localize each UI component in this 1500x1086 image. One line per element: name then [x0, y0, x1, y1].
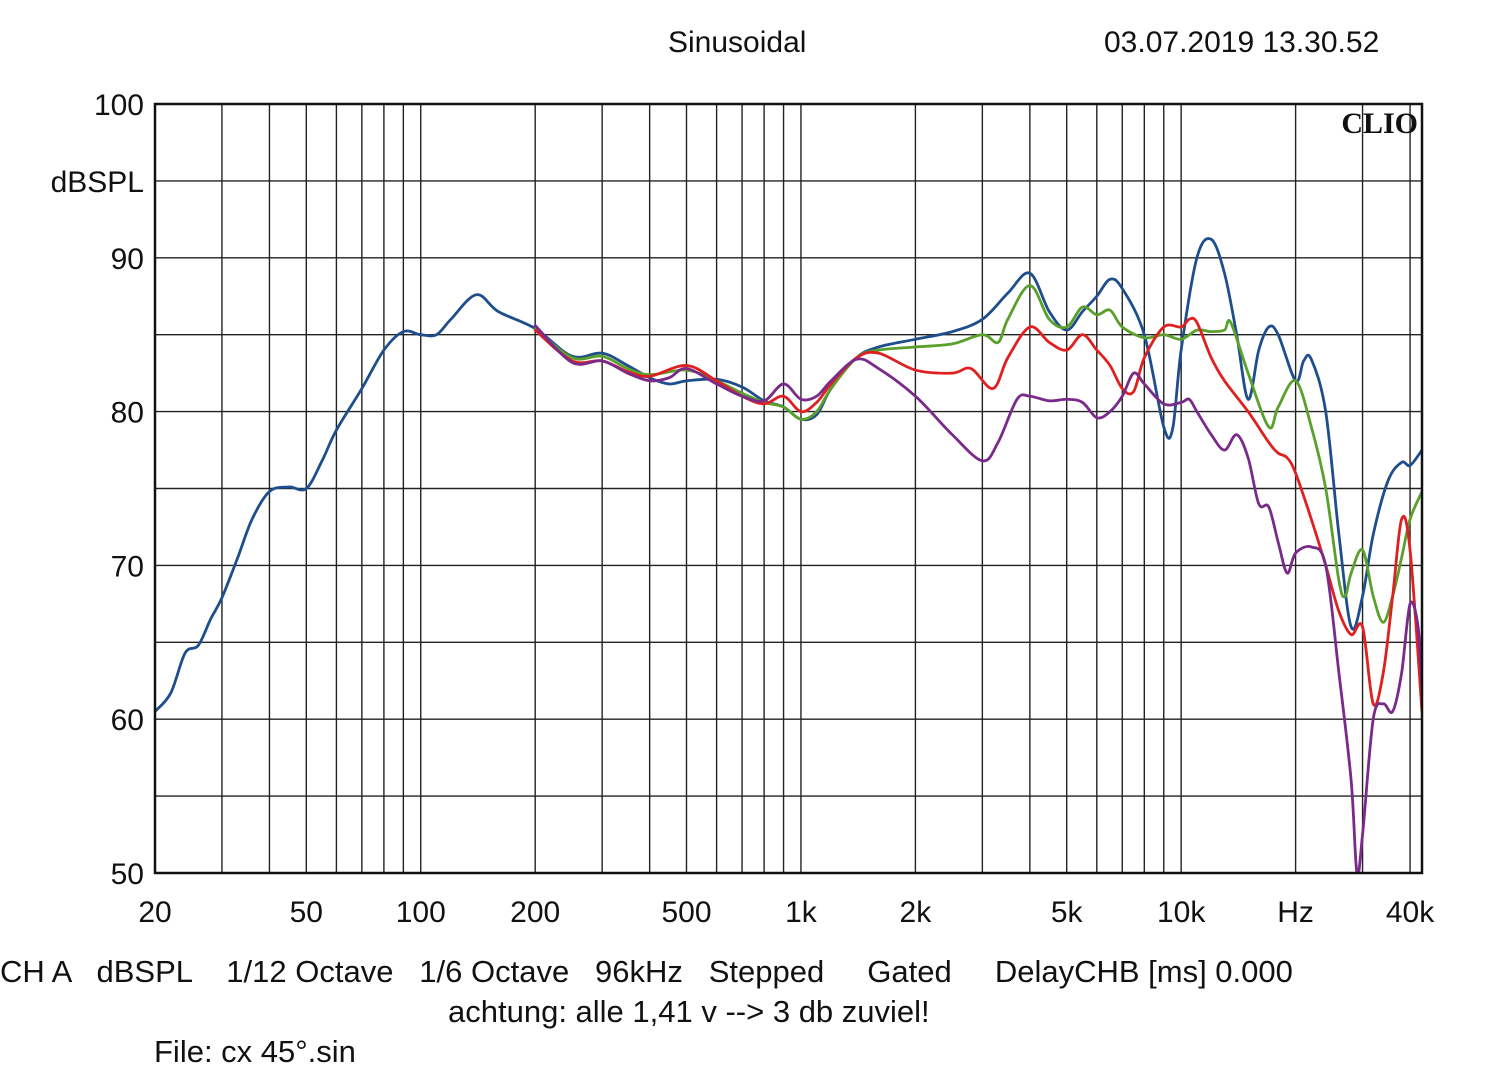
y-tick-label: 80	[111, 397, 144, 430]
x-tick-label: 200	[510, 896, 560, 929]
clio-logo-text: CLIO	[1341, 107, 1418, 140]
timestamp: 03.07.2019 13.30.52	[1104, 26, 1380, 59]
x-tick-label: 500	[661, 896, 711, 929]
y-tick-label: 100	[94, 89, 144, 122]
y-tick-label: 50	[111, 858, 144, 891]
x-tick-label: Hz	[1277, 896, 1314, 929]
measurement-settings: CH A dBSPL 1/12 Octave 1/6 Octave 96kHz …	[0, 954, 1293, 989]
grid-lines	[155, 104, 1422, 873]
x-tick-label: 20	[138, 896, 171, 929]
note-text: achtung: alle 1,41 v --> 3 db zuviel!	[448, 994, 930, 1029]
file-name: File: cx 45°.sin	[154, 1034, 356, 1069]
x-tick-label: 2k	[900, 896, 933, 929]
y-tick-label: 90	[111, 243, 144, 276]
x-tick-label: 5k	[1051, 896, 1084, 929]
series-line-purple	[533, 324, 1422, 873]
x-tick-label: 1k	[785, 896, 818, 929]
series-line-red	[533, 316, 1422, 713]
y-axis-label: dBSPL	[51, 166, 144, 199]
x-tick-label: 10k	[1157, 896, 1206, 929]
y-tick-label: 60	[111, 704, 144, 737]
x-tick-labels: 20 50 100 200 500 1k 2k 5k 10k Hz 40k	[138, 896, 1435, 929]
plot-frame	[153, 102, 1424, 875]
chart-title: Sinusoidal	[668, 26, 807, 59]
x-tick-label: 50	[290, 896, 323, 929]
series-layer	[155, 237, 1422, 873]
y-tick-labels: 100 90 80 70 60 50	[94, 89, 144, 891]
y-tick-label: 70	[111, 550, 144, 583]
x-tick-label: 100	[396, 896, 446, 929]
series-line-blue	[155, 237, 1422, 713]
x-tick-label: 40k	[1386, 896, 1435, 929]
